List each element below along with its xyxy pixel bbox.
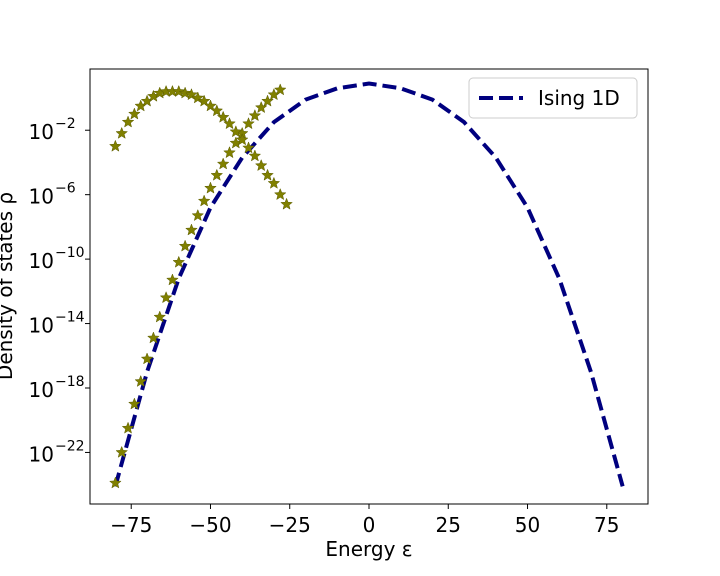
y-tick-label: 10 [29,185,54,209]
star-marker [261,94,274,107]
star-marker [191,208,205,222]
star-marker [197,94,211,107]
y-tick-label: 10 [29,378,54,402]
star-marker [254,158,268,172]
star-marker [172,255,186,268]
star-marker [235,133,249,146]
star-marker [273,187,287,201]
star-marker [134,374,148,387]
star-marker [147,331,160,344]
star-marker [172,84,186,97]
star-marker [191,91,205,104]
series-ising-1d-line [113,81,625,487]
star-marker [178,86,192,99]
star-marker [121,115,135,128]
star-marker [261,168,274,181]
star-marker [216,110,230,123]
y-tick-exponent: −22 [55,438,85,454]
y-tick-exponent: −6 [55,181,76,197]
star-marker [115,126,129,139]
star-marker [248,109,262,122]
series-layer [109,81,625,489]
star-marker [216,157,230,170]
star-marker [178,239,192,252]
star-marker [121,421,135,434]
y-tick-exponent: −2 [55,116,76,132]
star-marker [204,181,217,194]
star-marker [254,100,268,114]
star-marker [115,445,129,458]
star-marker [210,168,224,181]
y-tick-exponent: −10 [55,245,85,261]
x-tick-label: 0 [363,513,376,537]
x-tick-label: 50 [515,513,540,537]
star-marker [273,83,287,96]
star-marker [140,352,154,365]
star-marker [223,117,236,130]
star-marker [109,139,122,152]
y-tick-exponent: −18 [55,374,85,390]
y-tick-label: 10 [29,314,54,338]
star-marker [229,125,243,138]
y-axis-label: Density of states ρ [0,192,17,380]
star-marker [242,117,255,130]
star-marker [128,107,141,120]
star-marker [166,273,179,286]
y-tick-label: 10 [29,442,54,466]
star-marker [128,397,141,410]
star-marker [223,146,236,159]
y-tick-exponent: −14 [55,310,85,326]
x-tick-label: 75 [594,513,619,537]
star-marker [185,88,198,101]
star-marker [197,194,211,207]
star-marker [267,176,281,189]
star-marker [248,149,262,162]
axes-frame [89,68,649,505]
plot-area [89,68,649,505]
y-tick-label: 10 [29,120,54,144]
star-marker [280,197,293,210]
y-tick-label: 10 [29,249,54,273]
star-marker [210,104,224,117]
x-tick-label: −25 [269,513,311,537]
star-marker [159,291,173,304]
legend-box [468,77,638,119]
x-axis: −75 −50 −25 0 25 50 75 [110,504,620,537]
legend: Ising 1D [468,77,638,119]
x-tick-label: −50 [189,513,231,537]
star-marker [109,476,122,489]
star-marker [204,99,217,112]
x-axis-label: Energy ε [325,537,412,561]
x-tick-label: 25 [436,513,461,537]
x-tick-label: −75 [110,513,152,537]
star-marker [185,223,198,236]
star-marker [242,141,255,154]
star-marker [153,310,167,323]
legend-label-ising-1d: Ising 1D [538,86,620,110]
